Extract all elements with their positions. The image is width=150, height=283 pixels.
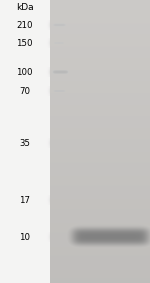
Text: 35: 35 (19, 139, 30, 148)
Text: 100: 100 (16, 68, 33, 77)
Text: 17: 17 (19, 196, 30, 205)
Text: 70: 70 (19, 87, 30, 97)
Text: 210: 210 (16, 21, 33, 30)
Text: kDa: kDa (16, 3, 34, 12)
Text: 10: 10 (19, 233, 30, 242)
Text: 150: 150 (16, 39, 33, 48)
